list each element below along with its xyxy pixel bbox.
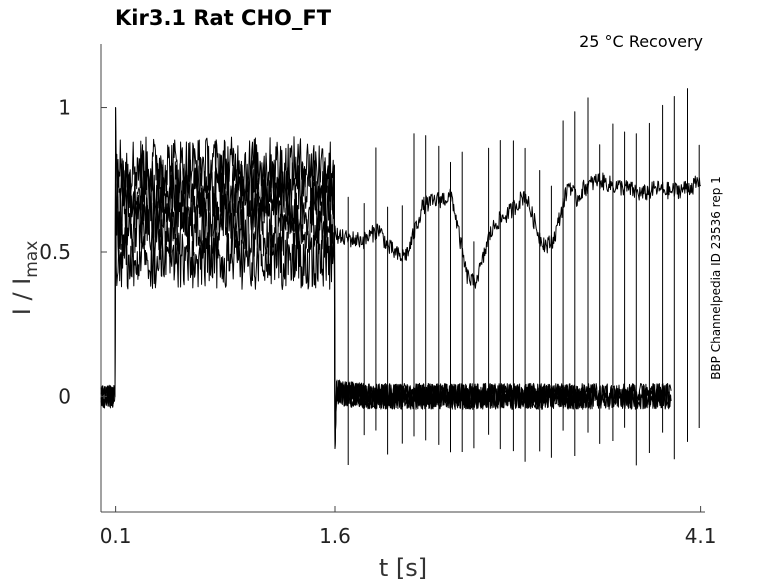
y-tick-label: 1	[58, 96, 71, 120]
condition-label: 25 °C Recovery	[579, 32, 703, 51]
traces-group	[100, 88, 702, 466]
y-axis-label: I / Imax	[8, 241, 42, 316]
svg-text:I / Imax: I / Imax	[8, 241, 42, 316]
side-note-group: BBP Channelpedia ID 23536 rep 1	[709, 176, 723, 380]
series-trace	[100, 170, 591, 449]
y-axis-label-main: I / I	[8, 278, 36, 316]
y-tick-label: 0	[58, 384, 71, 408]
x-tick-label: 1.6	[319, 524, 351, 548]
chart-title: Kir3.1 Rat CHO_FT	[115, 6, 332, 30]
side-note: BBP Channelpedia ID 23536 rep 1	[709, 176, 723, 380]
ticks-group: 0.1 1.6 4.1 0 0.5 1	[39, 96, 716, 548]
y-axis-label-sub: max	[22, 241, 42, 278]
x-tick-label: 4.1	[685, 524, 717, 548]
recovery-trace	[334, 172, 702, 289]
y-tick-label: 0.5	[39, 240, 71, 264]
x-axis-label: t [s]	[379, 554, 427, 582]
series-trace	[100, 130, 672, 449]
x-tick-label: 0.1	[100, 524, 132, 548]
series-trace	[100, 107, 672, 449]
